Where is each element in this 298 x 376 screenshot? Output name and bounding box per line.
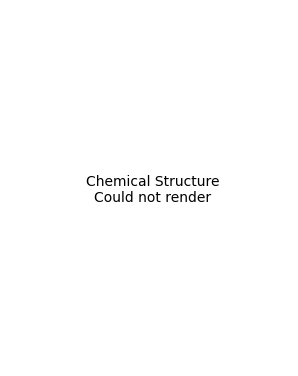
Text: Chemical Structure
Could not render: Chemical Structure Could not render xyxy=(86,175,219,205)
